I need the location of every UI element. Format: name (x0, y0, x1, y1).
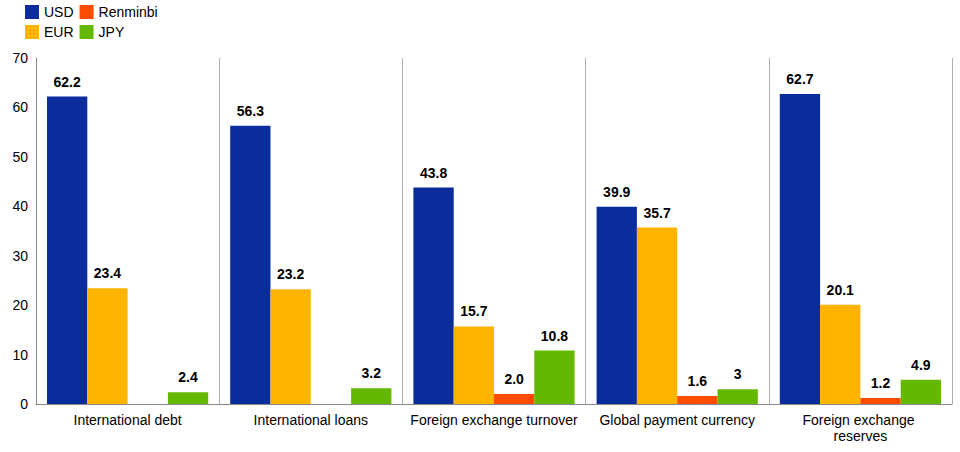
svg-text:10.8: 10.8 (541, 328, 568, 344)
svg-text:reserves: reserves (834, 428, 888, 444)
svg-text:40: 40 (12, 198, 28, 214)
svg-text:JPY: JPY (99, 24, 125, 40)
svg-text:56.3: 56.3 (237, 103, 264, 119)
svg-text:60: 60 (12, 99, 28, 115)
svg-text:39.9: 39.9 (603, 184, 630, 200)
svg-text:Foreign exchange: Foreign exchange (802, 412, 918, 428)
svg-text:23.4: 23.4 (94, 265, 121, 281)
svg-text:2.4: 2.4 (178, 369, 198, 385)
svg-text:30: 30 (12, 248, 28, 264)
svg-text:15.7: 15.7 (460, 303, 487, 319)
svg-text:10: 10 (12, 347, 28, 363)
svg-text:EUR: EUR (44, 24, 74, 40)
svg-text:70: 70 (12, 50, 28, 66)
svg-text:43.8: 43.8 (420, 165, 447, 181)
svg-text:3: 3 (734, 366, 742, 382)
svg-text:4.9: 4.9 (911, 357, 931, 373)
svg-text:Global payment currency: Global payment currency (599, 412, 755, 428)
svg-text:62.7: 62.7 (786, 71, 813, 87)
svg-text:Renminbi: Renminbi (99, 4, 158, 20)
svg-text:20.1: 20.1 (827, 282, 854, 298)
svg-text:International debt: International debt (73, 412, 181, 428)
svg-text:USD: USD (44, 4, 74, 20)
svg-text:3.2: 3.2 (362, 365, 382, 381)
svg-text:1.2: 1.2 (871, 375, 891, 391)
svg-text:20: 20 (12, 297, 28, 313)
svg-text:0: 0 (20, 396, 28, 412)
svg-text:2.0: 2.0 (504, 371, 524, 387)
svg-text:50: 50 (12, 149, 28, 165)
svg-text:Foreign exchange turnover: Foreign exchange turnover (410, 412, 578, 428)
svg-text:23.2: 23.2 (277, 266, 304, 282)
svg-text:62.2: 62.2 (54, 74, 81, 90)
svg-text:35.7: 35.7 (643, 205, 670, 221)
svg-text:1.6: 1.6 (688, 373, 708, 389)
svg-text:International loans: International loans (254, 412, 368, 428)
